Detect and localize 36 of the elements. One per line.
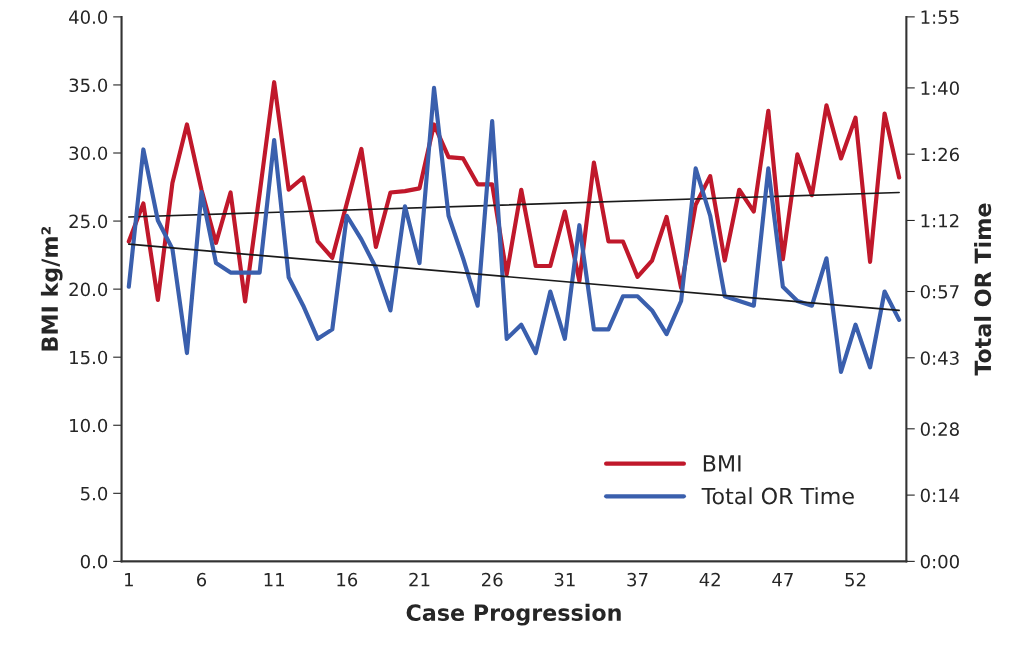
y-tick-label: 10.0 xyxy=(70,418,108,433)
y2-tick-label: 0:00 xyxy=(920,554,959,569)
x-tick-label: 16 xyxy=(337,572,358,587)
y2-tick-label: 1:26 xyxy=(921,147,959,162)
y2-tick-label: 0:57 xyxy=(920,284,959,299)
line-series xyxy=(126,80,902,304)
x-tick-label: 26 xyxy=(482,572,503,587)
x-tick-label: 47 xyxy=(772,573,793,587)
x-axis-title: Case Progression xyxy=(406,603,621,626)
x-tick-label: 31 xyxy=(554,572,575,587)
x-tick-label: 6 xyxy=(197,572,207,587)
y2-tick-label: 1:55 xyxy=(921,10,959,24)
x-tick-label: 52 xyxy=(845,572,866,587)
y2-tick-label: 1:40 xyxy=(921,81,959,96)
y-axis-title: BMI kg/m² xyxy=(40,227,63,351)
x-tick-label: 21 xyxy=(409,572,430,587)
x-tick-label: 11 xyxy=(264,573,284,587)
y2-tick-label: 1:12 xyxy=(921,213,959,228)
legend-label: Total OR Time xyxy=(701,487,854,505)
y-tick-label: 35.0 xyxy=(69,78,108,93)
y-tick-label: 15.0 xyxy=(70,350,108,365)
y-tick-label: 20.0 xyxy=(69,282,108,297)
y-tick-label: 25.0 xyxy=(69,214,108,229)
y2-tick-label: 0:43 xyxy=(920,351,959,365)
y2-tick-label: 0:14 xyxy=(920,488,960,503)
x-tick-label: 37 xyxy=(627,572,648,587)
x-tick-label: 1 xyxy=(125,573,133,587)
y-tick-label: 40.0 xyxy=(69,10,108,24)
y2-tick-label: 0:28 xyxy=(920,422,959,436)
y-tick-label: 0.0 xyxy=(80,554,108,569)
x-tick-label: 42 xyxy=(699,572,720,587)
legend-label: BMI xyxy=(703,455,741,472)
y-tick-label: 30.0 xyxy=(69,146,108,161)
line-series xyxy=(126,85,902,375)
y-tick-label: 5.0 xyxy=(81,486,108,501)
y2-axis-title: Total OR Time xyxy=(974,203,992,376)
